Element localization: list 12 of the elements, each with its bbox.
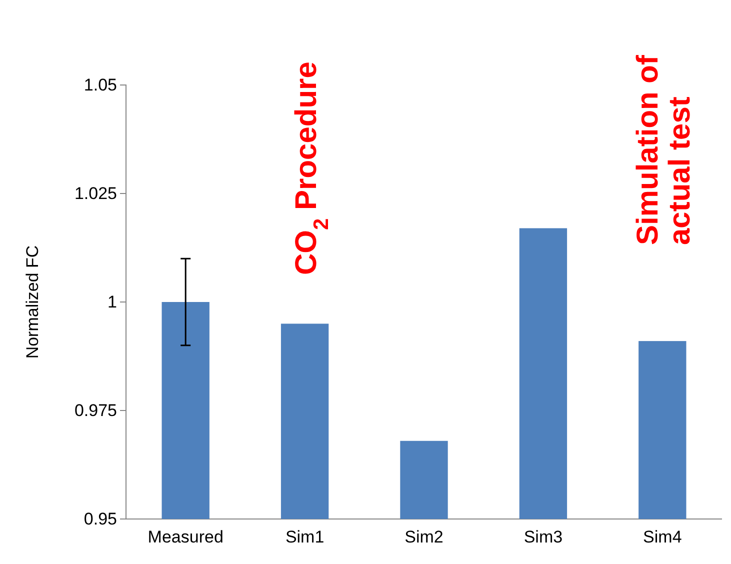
x-tick-label: Measured: [148, 527, 224, 546]
x-tick-label: Sim1: [285, 527, 324, 546]
y-tick-label: 1.05: [84, 75, 117, 94]
y-tick-label: 1.025: [74, 184, 117, 203]
y-tick-label: 0.975: [74, 400, 117, 420]
x-tick-label: Sim4: [643, 527, 682, 546]
x-tick-label: Sim2: [404, 527, 444, 546]
annotation: Simulation of actual test: [631, 54, 696, 245]
y-tick-label: 1: [108, 292, 117, 312]
y-axis-title: Normalized FC: [23, 245, 42, 359]
x-tick-label: Sim3: [524, 527, 563, 546]
y-tick-label: 0.95: [84, 509, 117, 528]
